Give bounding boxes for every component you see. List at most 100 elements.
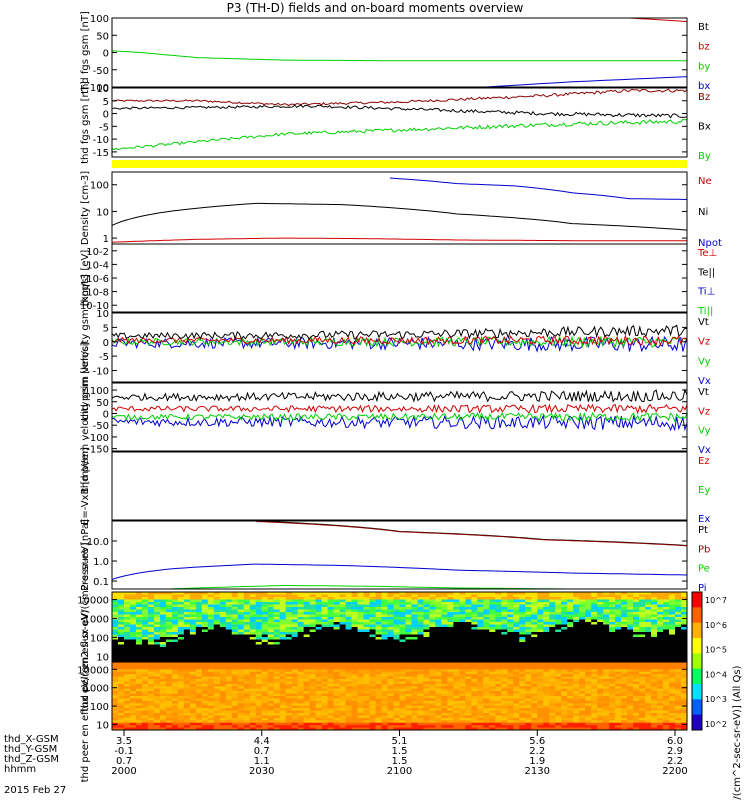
colorbar-tick-label: 10^3 [705, 695, 727, 704]
legend-vt: Vt [698, 387, 709, 398]
legend-npot: Npot [698, 238, 722, 249]
y-tick-label: 0 [103, 338, 109, 349]
x-tick-label: 2.2 [667, 756, 683, 767]
colorbar-segment [692, 592, 702, 608]
series-vt [112, 388, 687, 403]
colorbar-segment [692, 638, 702, 654]
y-tick-label: 1000 [84, 684, 109, 695]
panel-7: E=-VxB [mV/m] Ez Ey Ex [80, 447, 710, 525]
legend-pe: Pe [698, 564, 710, 575]
y-tick-label: 10.0 [87, 537, 109, 548]
y-axis-label: thd fgs gsm [nT] [80, 81, 91, 164]
y-tick-label: 100 [90, 181, 109, 192]
y-tick-label: 10 [96, 720, 109, 731]
series-npot [389, 177, 687, 200]
colorbar-segment [692, 622, 702, 639]
legend-ni: Ni [698, 207, 708, 218]
x-axis-ticks: 3.5-0.10.720004.40.71.120305.11.51.52100… [111, 730, 688, 777]
colorbar-tick-label: 10^7 [705, 596, 727, 605]
legend-vz: Vz [698, 337, 710, 348]
panel-frame [111, 382, 688, 452]
x-tick-label: 0.7 [254, 746, 270, 757]
legend-vy: Vy [698, 426, 711, 437]
y-tick-label: 10-6 [86, 274, 109, 285]
legend-bz: bz [698, 42, 710, 53]
y-tick-label: -10 [93, 135, 109, 146]
y-tick-label: 5 [103, 97, 109, 108]
legend-te: Te|| [697, 267, 715, 278]
y-axis-label: thd fgs gsm [nT] [80, 11, 91, 94]
panel-frame [111, 87, 688, 158]
y-tick-label: 10-4 [86, 260, 109, 271]
legend-te: Te⊥ [697, 248, 717, 259]
x-tick-label: 2000 [111, 766, 136, 777]
y-tick-label: -50 [93, 66, 109, 77]
y-tick-label: -50 [93, 421, 109, 432]
x-tick-label: 1.1 [254, 756, 270, 767]
y-tick-label: -150 [86, 445, 109, 456]
y-tick-label: 10000 [77, 665, 109, 676]
x-tick-label: 2100 [387, 766, 412, 777]
legend-ti: Ti⊥ [697, 287, 715, 298]
panel-frame [111, 520, 688, 590]
spectrogram [112, 592, 687, 662]
x-tick-label: 2030 [249, 766, 274, 777]
colorbar-tick-label: 10^6 [705, 621, 727, 630]
y-tick-label: 1.0 [93, 557, 109, 568]
panel-frame [111, 451, 688, 521]
x-tick-label: 1.5 [392, 746, 408, 757]
panel-10: 10000 1000 100 10 thd peer en eflux eV/(cm2-… [77, 610, 688, 783]
series-vz [112, 403, 687, 415]
y-tick-label: -100 [86, 433, 109, 444]
y-tick-label: 1000 [84, 614, 109, 625]
legend-ex: Ex [698, 514, 710, 525]
panel-frame [111, 243, 688, 313]
y-axis-label: E=-VxB [mV/m] [80, 447, 91, 525]
series-pi [112, 563, 687, 580]
x-tick-label: 1.5 [392, 756, 408, 767]
legend-vx: Vx [698, 445, 711, 456]
colorbar-label: [eV/(cm^2-sec-sr-eV)] (All Qs) [732, 665, 743, 800]
y-tick-label: 100 [90, 702, 109, 713]
y-axis-label: moqt3 [eV] [80, 250, 91, 307]
footer-ephemeris: thd_X-GSM thd_Y-GSM thd_Z-GSM hhmm [4, 735, 59, 775]
series-ne [112, 237, 687, 243]
series-bx [112, 104, 687, 119]
panel-3: 100 10 1 Density [cm-3] Ne Ni Npot [80, 171, 722, 249]
y-tick-label: 10 [96, 309, 109, 320]
legend-ti: Ti|| [697, 306, 713, 317]
legend-vz: Vz [698, 406, 710, 417]
footer-z-label: thd_Z-GSM [4, 754, 59, 765]
y-axis-label: thd peir en eflux eV/(cm2-s-sr-eV) [80, 542, 91, 711]
y-axis-label: thd peem velocity gsm [km/s] [80, 342, 91, 492]
x-tick-label: 0.7 [116, 756, 132, 767]
legend-pt: Pt [698, 525, 708, 536]
legend-ez: Ez [698, 456, 710, 467]
footer-y-label: thd_Y-GSM [4, 744, 58, 755]
y-axis-label: thd peer en eflux eV/(cm2-s-sr-eV) [80, 610, 91, 783]
x-tick-label: 1.9 [529, 756, 545, 767]
panel-frame [111, 17, 688, 88]
x-tick-label: 2130 [525, 766, 550, 777]
y-tick-label: 0 [103, 49, 109, 60]
spectrogram [112, 662, 687, 730]
x-tick-label: 5.6 [529, 736, 545, 747]
legend-ey: Ey [698, 485, 710, 496]
y-tick-label: -10 [93, 367, 109, 378]
series-by [112, 50, 687, 62]
y-axis-label: thd peim velocity gsm [km/s] [80, 274, 91, 421]
legend-vt: Vt [698, 317, 709, 328]
y-tick-label: 100 [90, 386, 109, 397]
y-tick-label: 10-8 [86, 288, 109, 299]
colorbar-segment [692, 684, 702, 700]
y-tick-label: 50 [96, 31, 109, 42]
colorbar-tick-label: 10^4 [705, 670, 727, 679]
legend-pb: Pb [698, 544, 710, 555]
footer-hhmm-label: hhmm [4, 764, 37, 775]
